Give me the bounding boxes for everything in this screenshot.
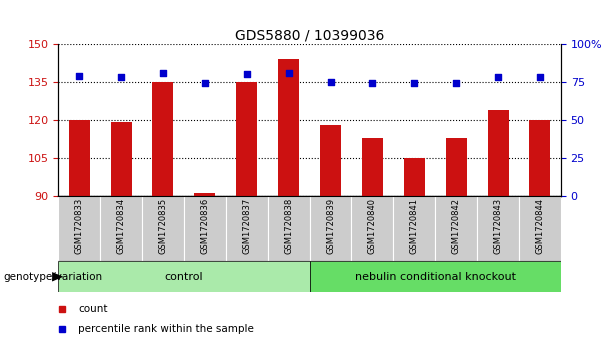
Bar [351,196,394,261]
Text: GSM1720839: GSM1720839 [326,198,335,254]
Bar [278,59,299,196]
Bar [404,158,425,196]
Text: GSM1720836: GSM1720836 [200,198,210,254]
Point [535,74,545,80]
Text: GSM1720841: GSM1720841 [409,198,419,254]
Bar [194,193,215,196]
Point [200,80,210,86]
Point [116,74,126,80]
Bar [310,261,561,292]
Bar [435,196,477,261]
Bar [530,120,550,196]
Point [409,80,419,86]
Bar [268,196,310,261]
Bar [69,120,89,196]
Point [284,70,294,76]
Text: nebulin conditional knockout: nebulin conditional knockout [355,272,516,282]
Text: count: count [78,305,108,314]
Polygon shape [52,272,63,282]
Bar [310,196,351,261]
Text: GSM1720833: GSM1720833 [75,198,84,254]
Text: percentile rank within the sample: percentile rank within the sample [78,325,254,334]
Text: control: control [164,272,204,282]
Point [158,70,168,76]
Text: GSM1720835: GSM1720835 [158,198,167,254]
Bar [58,261,310,292]
Text: GSM1720844: GSM1720844 [535,198,544,254]
Bar [100,196,142,261]
Point [451,80,461,86]
Text: genotype/variation: genotype/variation [3,272,102,282]
Text: GSM1720834: GSM1720834 [116,198,126,254]
Bar [142,196,184,261]
Bar [362,138,383,196]
Text: GSM1720843: GSM1720843 [493,198,503,254]
Text: GSM1720838: GSM1720838 [284,198,293,254]
Text: GSM1720837: GSM1720837 [242,198,251,254]
Bar [394,196,435,261]
Bar [487,110,509,196]
Point [74,73,84,78]
Bar [477,196,519,261]
Title: GDS5880 / 10399036: GDS5880 / 10399036 [235,28,384,42]
Bar [153,82,173,196]
Bar [226,196,268,261]
Bar [58,196,100,261]
Bar [110,122,132,196]
Bar [184,196,226,261]
Point [493,74,503,80]
Point [326,79,335,85]
Bar [446,138,466,196]
Text: GSM1720842: GSM1720842 [452,198,461,254]
Point [368,80,378,86]
Text: GSM1720840: GSM1720840 [368,198,377,254]
Bar [519,196,561,261]
Bar [236,82,257,196]
Point [242,71,251,77]
Bar [320,125,341,196]
